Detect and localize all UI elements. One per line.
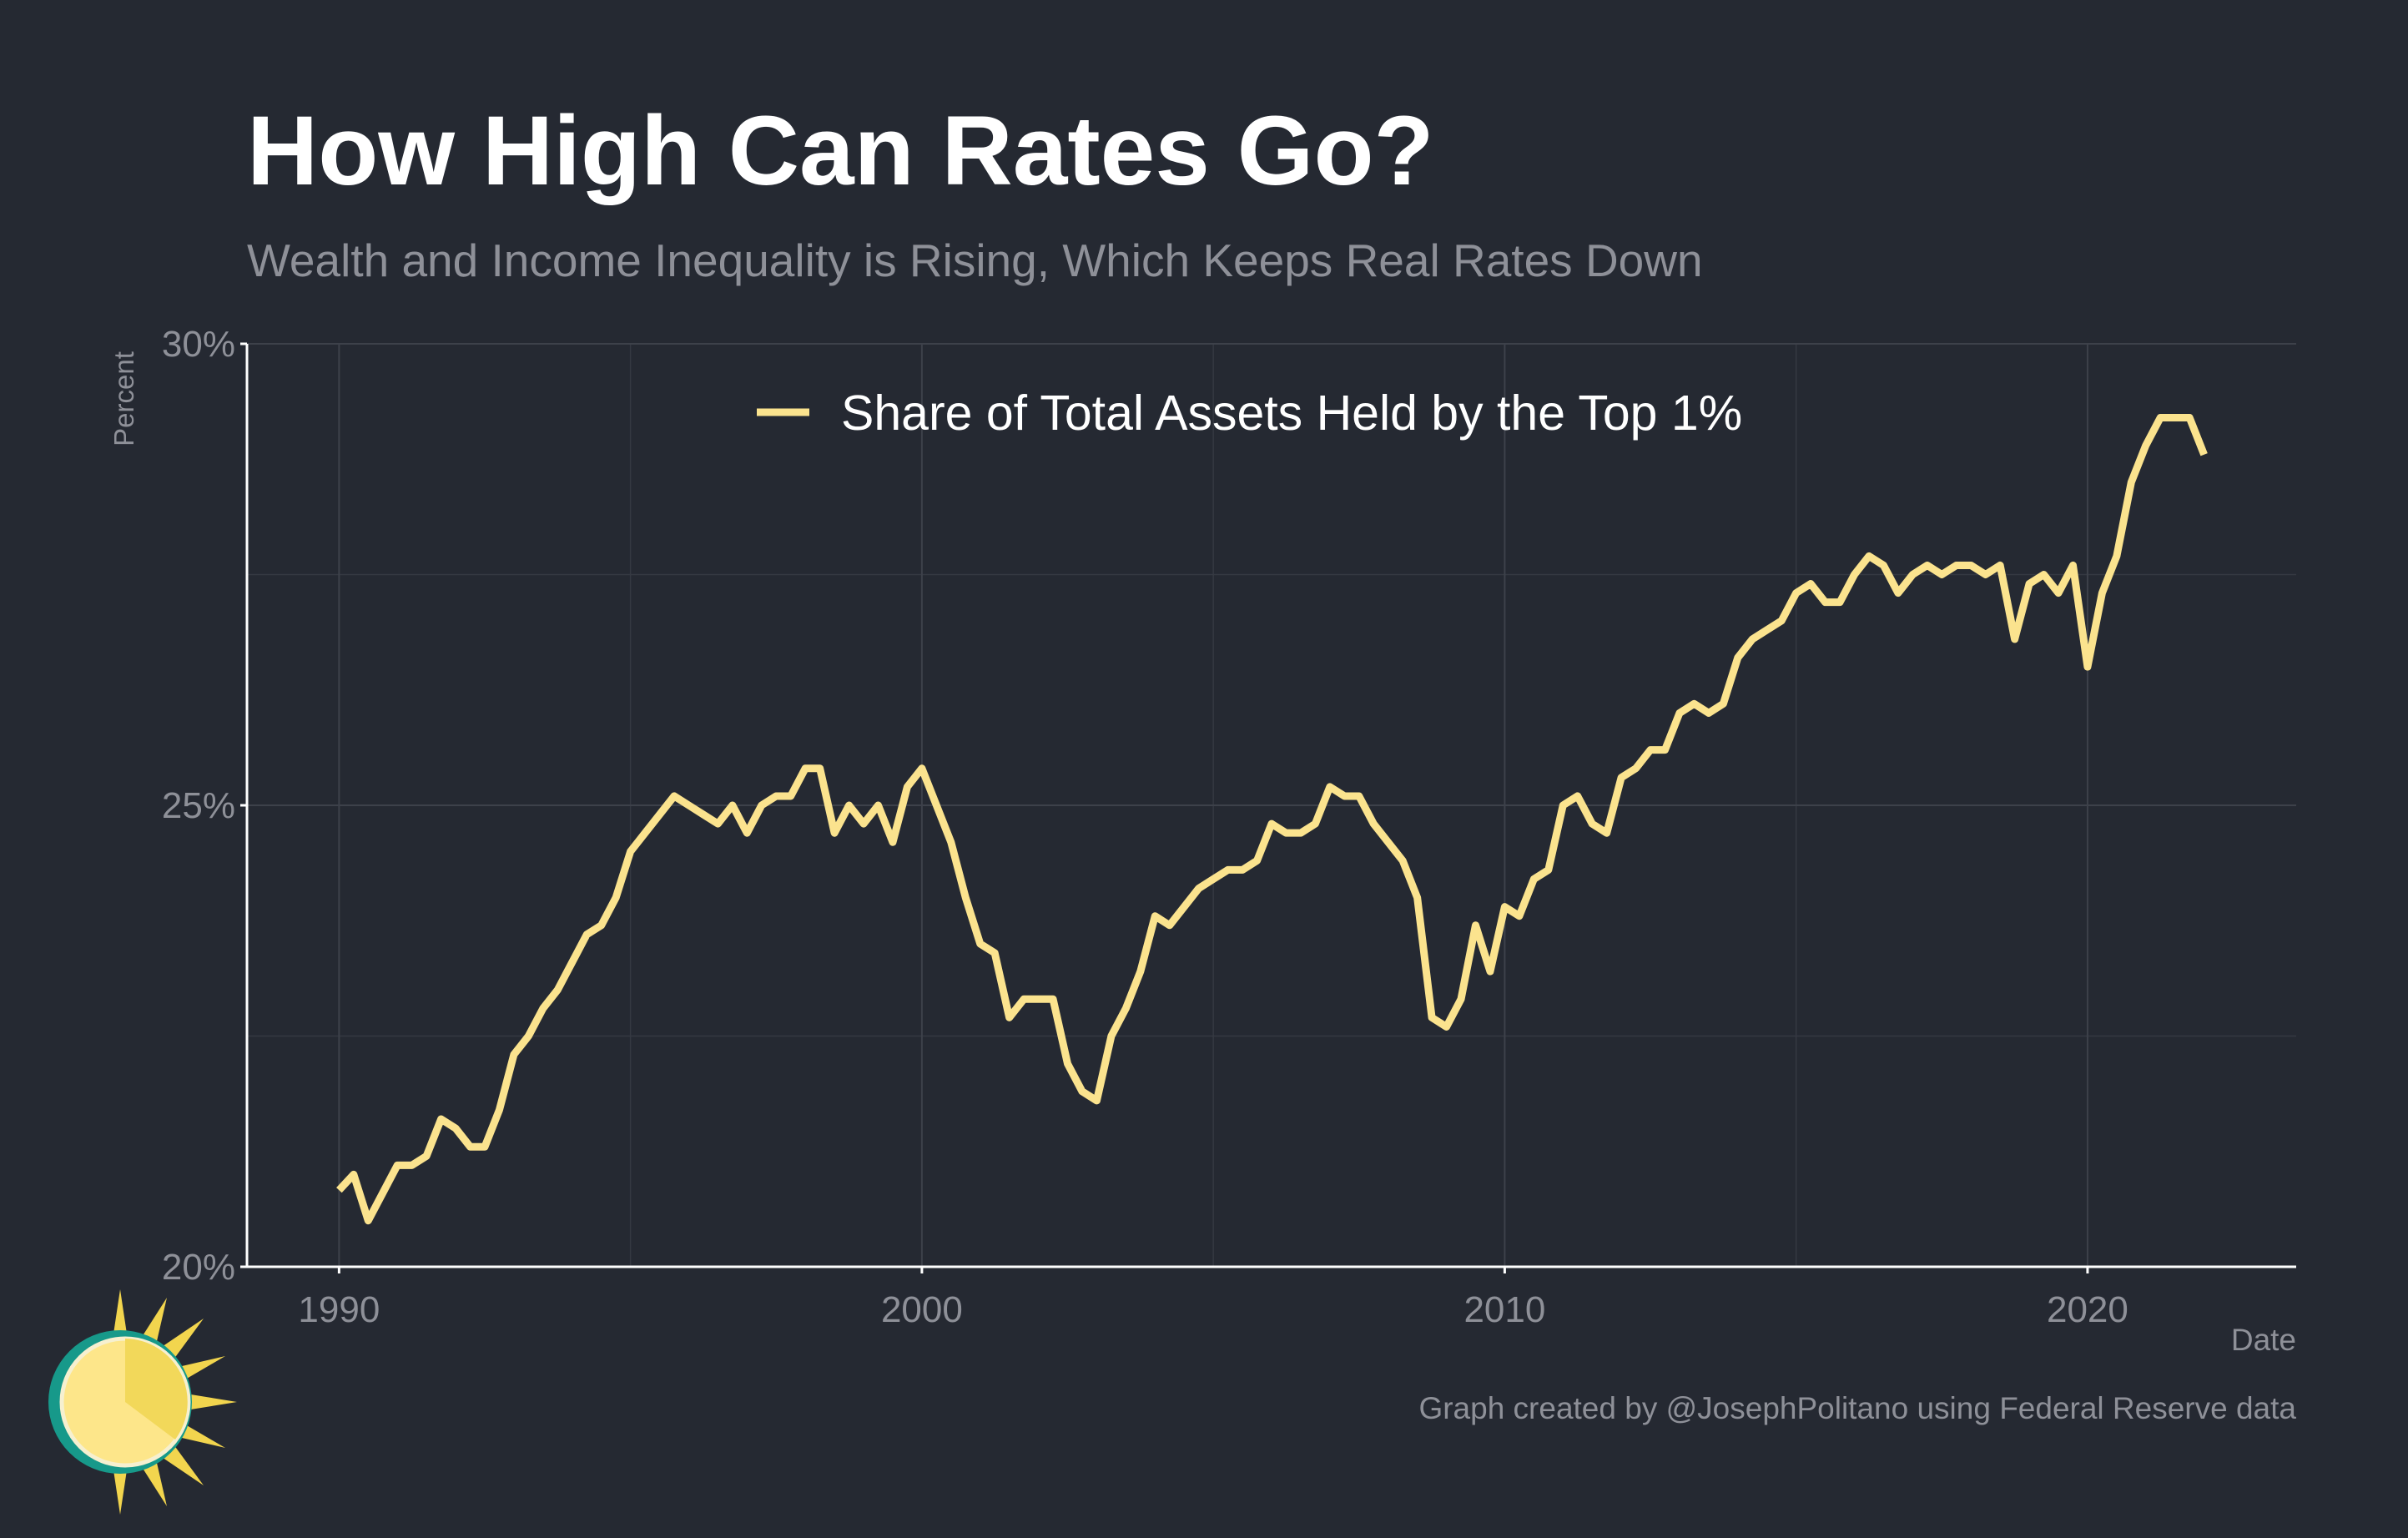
plot-area: 20% 25% 30% 1990 2000 2010 2020 Share of Total … [162, 324, 2296, 1330]
data-line [336, 413, 2208, 1225]
chart-subtitle: Wealth and Income Inequality is Rising, … [247, 234, 1703, 286]
chart-title: How High Can Rates Go? [247, 96, 1434, 206]
x-axis-label: Date [2231, 1323, 2296, 1357]
y-axis-label: Percent [108, 351, 139, 446]
logo [48, 1289, 237, 1515]
x-tick-label: 2000 [881, 1289, 963, 1330]
x-tick-label: 2010 [1463, 1289, 1545, 1330]
y-tick-label: 30% [162, 324, 235, 365]
caption: Graph created by @JosephPolitano using F… [1418, 1391, 2296, 1425]
x-tick-label: 2020 [2047, 1289, 2128, 1330]
y-tick-label: 25% [162, 785, 235, 826]
legend-label: Share of Total Assets Held by the Top 1% [841, 386, 1742, 441]
x-tick-label: 1990 [298, 1289, 380, 1330]
y-tick-label: 20% [162, 1247, 235, 1288]
